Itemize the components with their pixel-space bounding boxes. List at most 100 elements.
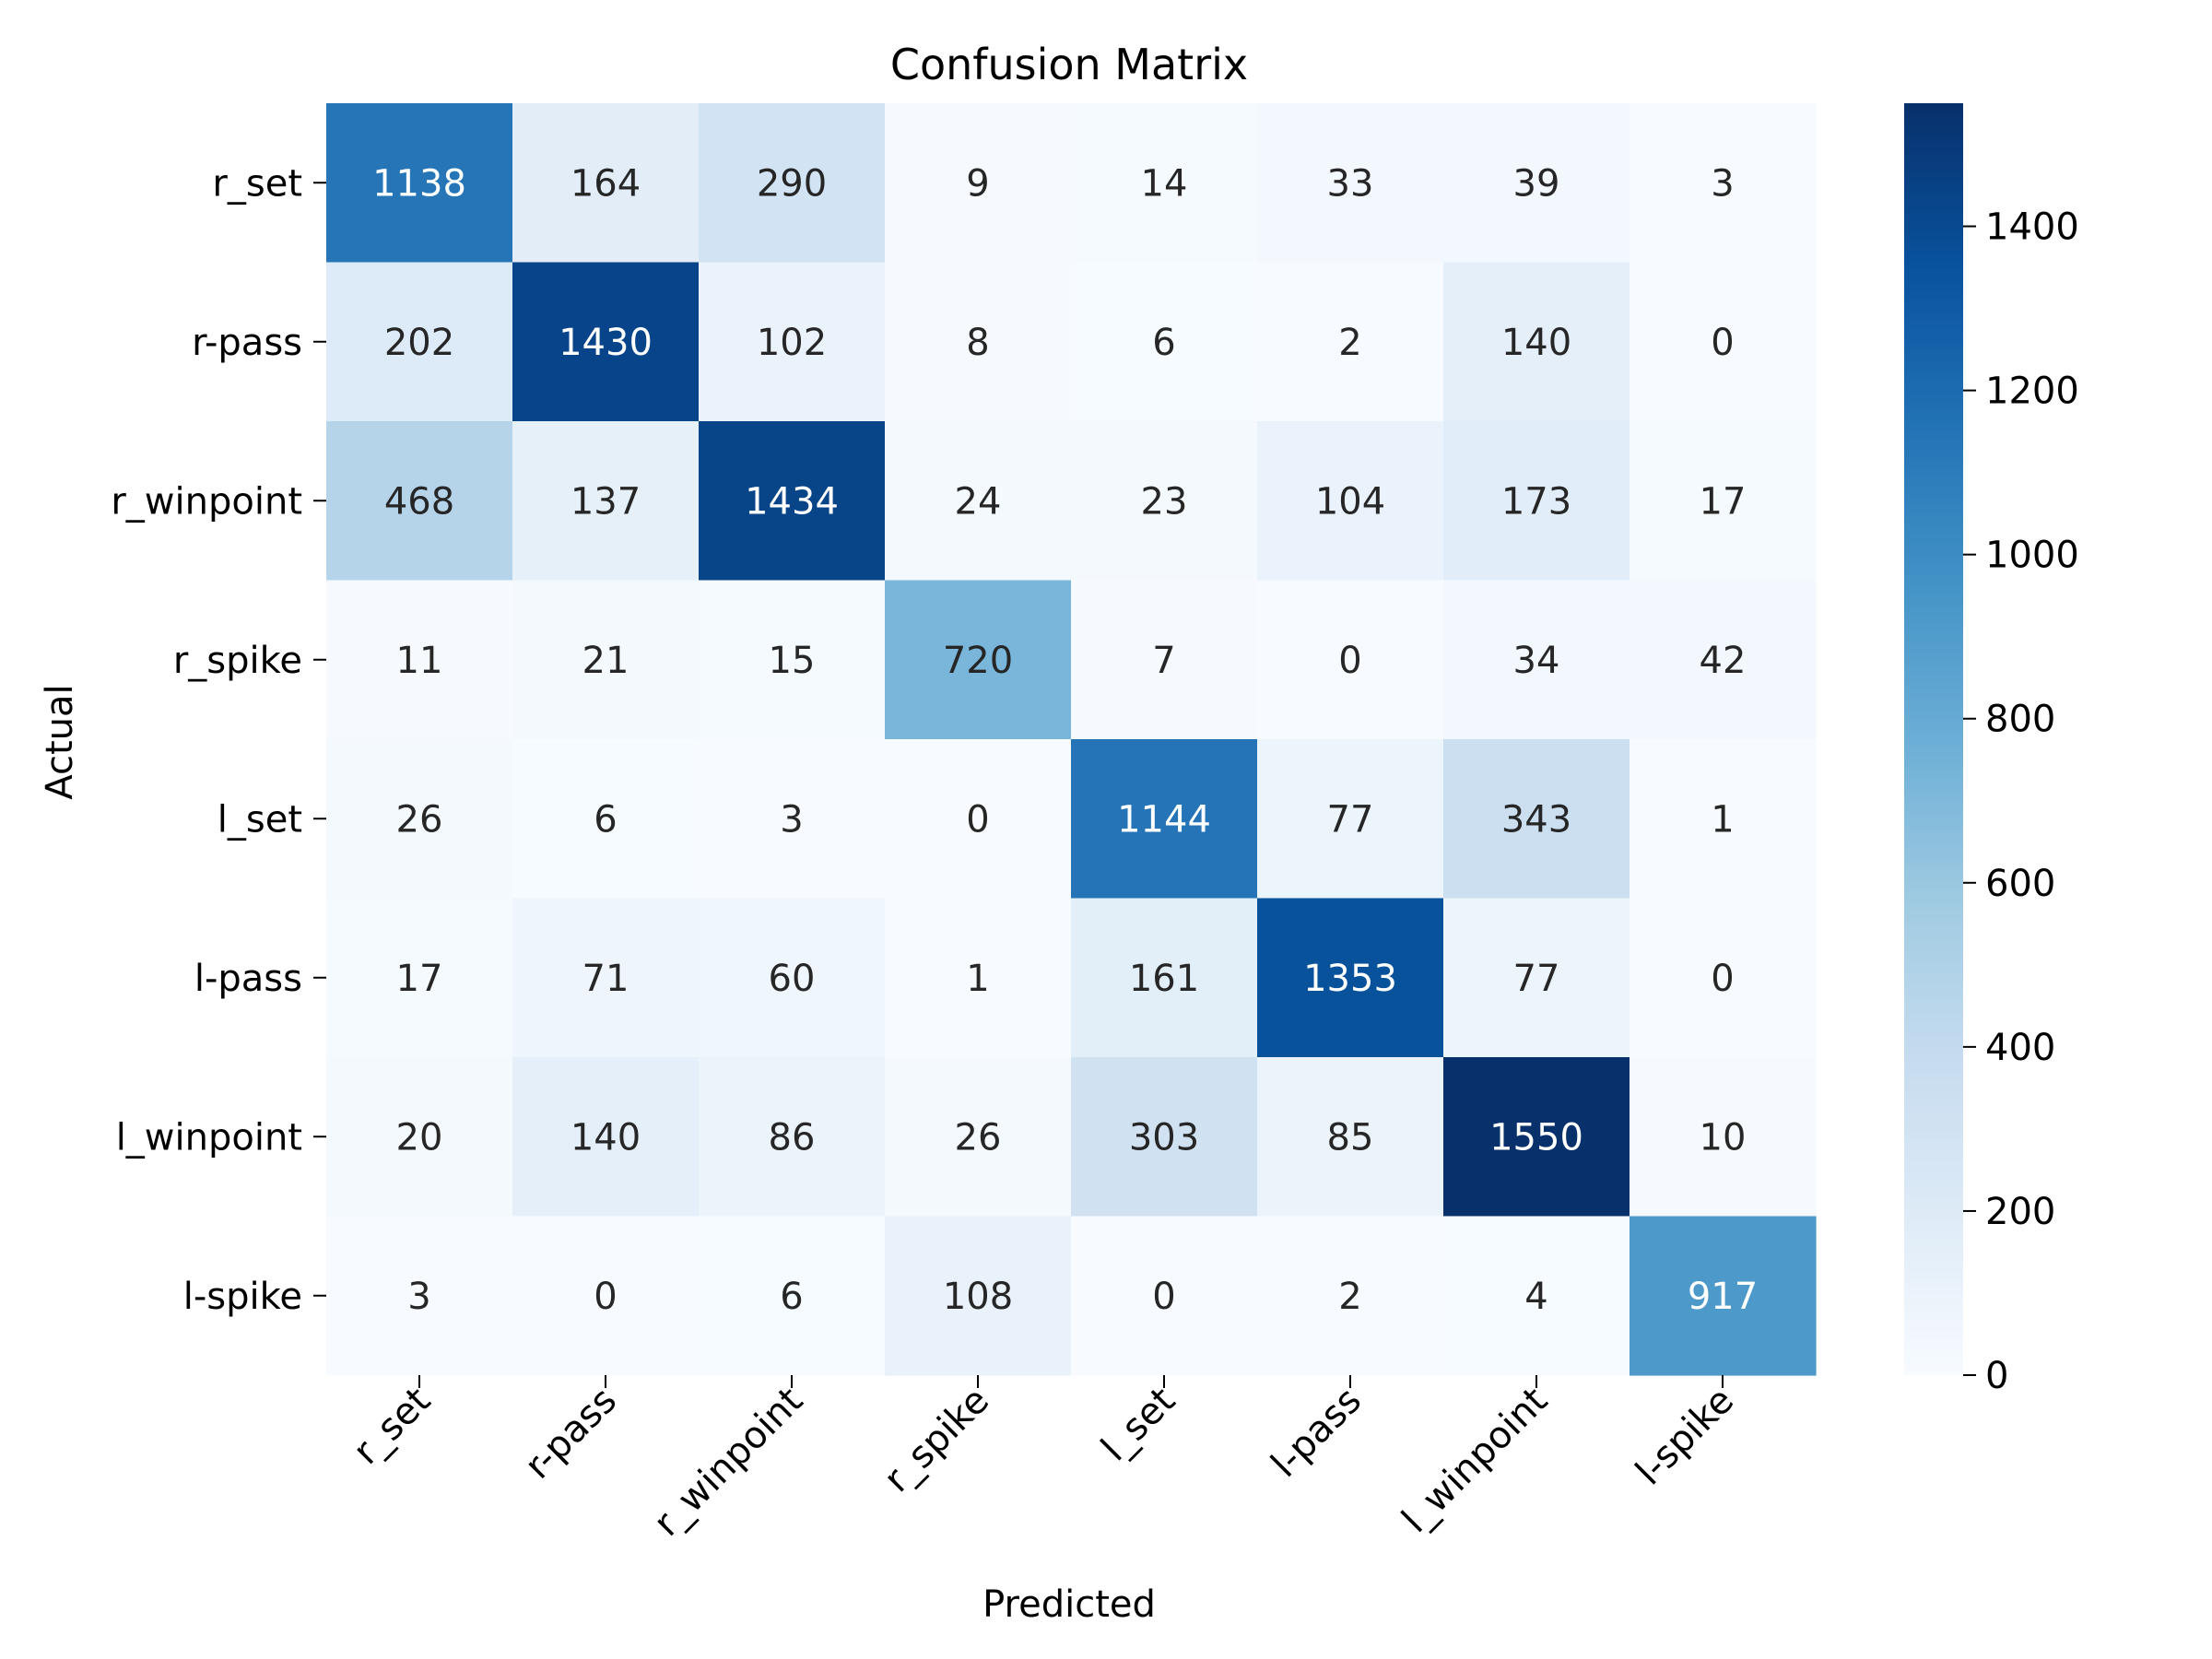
cell-value-label: 8 bbox=[966, 322, 989, 364]
cell-value-label: 1 bbox=[1711, 798, 1734, 841]
cell-value-label: 33 bbox=[1327, 162, 1374, 205]
cell-value-label: 20 bbox=[396, 1116, 443, 1159]
x-axis-ticks: r_set r-pass r_winpoint r_spike l_set l-pass l… bbox=[346, 1375, 1742, 1545]
colorbar-tick-label: 600 bbox=[1985, 863, 2055, 905]
colorbar-tick-label: 0 bbox=[1985, 1355, 2008, 1397]
y-tick-label: l_winpoint bbox=[116, 1116, 302, 1159]
cell-value-label: 0 bbox=[594, 1276, 617, 1318]
heatmap-cell bbox=[326, 103, 513, 264]
heatmap-cell bbox=[885, 262, 1072, 422]
cell-value-label: 26 bbox=[955, 1116, 1002, 1159]
x-tick-label: r-pass bbox=[517, 1380, 625, 1488]
heatmap-cell bbox=[326, 898, 513, 1058]
cell-value-label: 1353 bbox=[1303, 958, 1397, 1000]
x-tick-label: r_set bbox=[346, 1380, 440, 1474]
heatmap-cell bbox=[1071, 898, 1258, 1058]
cell-value-label: 0 bbox=[1338, 640, 1361, 682]
heatmap-cell bbox=[512, 421, 700, 582]
heatmap-cell bbox=[1071, 103, 1258, 264]
heatmap-cell bbox=[699, 580, 886, 740]
cell-value-label: 0 bbox=[1711, 322, 1734, 364]
heatmap-cell bbox=[885, 739, 1072, 900]
heatmap-cell bbox=[885, 421, 1072, 582]
cell-value-label: 10 bbox=[1700, 1116, 1747, 1159]
x-tick-label: l_winpoint bbox=[1394, 1380, 1556, 1542]
y-tick-label: r-pass bbox=[192, 322, 302, 364]
cell-value-label: 7 bbox=[1152, 640, 1175, 682]
x-tick-label: r_winpoint bbox=[646, 1380, 811, 1545]
heatmap-cell bbox=[1071, 1057, 1258, 1218]
cell-value-label: 77 bbox=[1513, 958, 1560, 1000]
colorbar-gradient bbox=[1904, 103, 1963, 1375]
y-tick-label: l-pass bbox=[194, 958, 302, 1000]
heatmap-cell bbox=[1257, 739, 1444, 900]
cell-value-label: 85 bbox=[1327, 1116, 1374, 1159]
heatmap-cell bbox=[326, 1216, 513, 1376]
heatmap-cell bbox=[885, 898, 1072, 1058]
heatmap-cell bbox=[1443, 103, 1630, 264]
cell-value-label: 17 bbox=[396, 958, 443, 1000]
heatmap-cell bbox=[699, 421, 886, 582]
cell-value-label: 71 bbox=[582, 958, 629, 1000]
cell-value-label: 4 bbox=[1524, 1276, 1547, 1318]
heatmap-cell bbox=[1443, 1057, 1630, 1218]
heatmap-cell bbox=[1071, 739, 1258, 900]
heatmap-cell bbox=[1443, 739, 1630, 900]
x-tick-label: l-pass bbox=[1264, 1380, 1370, 1486]
cell-value-label: 2 bbox=[1338, 1276, 1361, 1318]
cell-value-label: 3 bbox=[780, 798, 803, 841]
y-axis-label: Actual bbox=[39, 684, 81, 799]
cell-value-label: 1 bbox=[966, 958, 989, 1000]
heatmap-cell bbox=[1257, 421, 1444, 582]
heatmap-cell bbox=[1443, 580, 1630, 740]
cell-value-label: 0 bbox=[966, 798, 989, 841]
x-tick-label: l-spike bbox=[1628, 1380, 1742, 1494]
heatmap-cell bbox=[1630, 262, 1817, 422]
cell-value-label: 0 bbox=[1711, 958, 1734, 1000]
heatmap-cell bbox=[1071, 1216, 1258, 1376]
heatmap-cell bbox=[1071, 421, 1258, 582]
heatmap-cell bbox=[1443, 421, 1630, 582]
cell-value-label: 1550 bbox=[1489, 1116, 1583, 1159]
colorbar-tick-label: 1000 bbox=[1985, 535, 2079, 577]
colorbar-tick-label: 200 bbox=[1985, 1191, 2055, 1233]
heatmap-cell bbox=[1630, 739, 1817, 900]
cell-value-label: 1144 bbox=[1117, 798, 1211, 841]
heatmap-cell bbox=[512, 103, 700, 264]
cell-value-label: 140 bbox=[571, 1116, 641, 1159]
cell-value-label: 3 bbox=[1711, 162, 1734, 205]
cell-value-label: 161 bbox=[1129, 958, 1199, 1000]
x-tick-label: l_set bbox=[1093, 1380, 1183, 1470]
heatmap-cell bbox=[1071, 580, 1258, 740]
y-tick-label: r_set bbox=[212, 162, 302, 205]
cell-value-label: 468 bbox=[384, 480, 454, 523]
cell-value-label: 108 bbox=[943, 1276, 1013, 1318]
colorbar-tick-label: 1400 bbox=[1985, 206, 2079, 249]
y-tick-label: r_winpoint bbox=[111, 480, 302, 523]
cell-value-label: 14 bbox=[1141, 162, 1188, 205]
cell-value-label: 86 bbox=[769, 1116, 816, 1159]
cell-value-label: 21 bbox=[582, 640, 629, 682]
cell-value-label: 6 bbox=[780, 1276, 803, 1318]
heatmap-cell bbox=[512, 262, 700, 422]
heatmap-cell bbox=[326, 739, 513, 900]
cell-value-label: 34 bbox=[1513, 640, 1560, 682]
heatmap-cell bbox=[1630, 580, 1817, 740]
cell-value-label: 1138 bbox=[372, 162, 466, 205]
cell-value-label: 1434 bbox=[745, 480, 839, 523]
y-tick-label: l_set bbox=[218, 798, 302, 841]
cell-value-label: 11 bbox=[396, 640, 443, 682]
heatmap-cell bbox=[699, 103, 886, 264]
heatmap-cell bbox=[699, 1216, 886, 1376]
cell-value-label: 60 bbox=[769, 958, 816, 1000]
heatmap-cell bbox=[1630, 1216, 1817, 1376]
heatmap-cell bbox=[699, 739, 886, 900]
heatmap-cell bbox=[1443, 898, 1630, 1058]
cell-value-label: 0 bbox=[1152, 1276, 1175, 1318]
cell-value-label: 6 bbox=[594, 798, 617, 841]
heatmap-cell bbox=[1257, 898, 1444, 1058]
heatmap-cell bbox=[1257, 103, 1444, 264]
